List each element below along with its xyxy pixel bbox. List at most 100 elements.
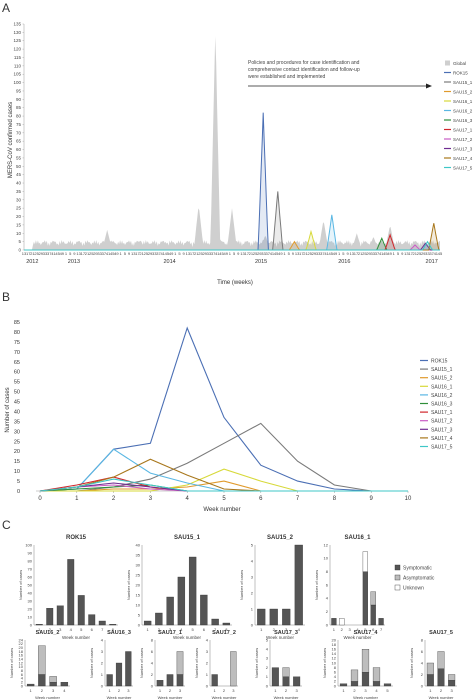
subchart-ytick-label: 20 xyxy=(332,637,337,642)
subchart-xlabel: Week number xyxy=(62,635,90,640)
panel-b-ytick-label: 85 xyxy=(14,320,20,326)
legend-label-sau17-2: SAU17_2 xyxy=(431,419,453,425)
panel-a-xtick-label: 21 xyxy=(30,251,35,256)
subchart-xtick-label: 8 xyxy=(112,627,115,632)
subchart-ytick-label: 0 xyxy=(206,683,209,688)
subchart-title-sau17-5: SAU17_5 xyxy=(429,630,453,636)
panel-a-ytick-label: 105 xyxy=(13,72,21,77)
panel-a-ytick-label: 45 xyxy=(16,172,22,177)
panel-b-ytick-label: 15 xyxy=(14,459,20,465)
panel-a-ytick-label: 5 xyxy=(18,239,21,244)
panel-a-xtick-label: 17 xyxy=(354,251,359,256)
panel-b-ytick-label: 10 xyxy=(14,469,20,475)
panel-a-year-label: 2014 xyxy=(163,259,175,265)
subchart-xtick-label: 3 xyxy=(451,688,454,693)
subchart-ytick-label: 3 xyxy=(251,574,254,579)
panel-a-xtick-label: 21 xyxy=(139,251,144,256)
subchart-title-rok15: ROK15 xyxy=(66,535,87,541)
bar-symptomatic xyxy=(176,674,184,687)
subchart-xtick-label: 2 xyxy=(49,627,52,632)
bar-symptomatic xyxy=(378,618,384,626)
subchart-xtick-label: 1 xyxy=(333,627,336,632)
subchart-ytick-label: 0 xyxy=(30,622,33,627)
panel-a-xtick-label: 45 xyxy=(219,251,224,256)
subchart-ytick-label: 70 xyxy=(28,566,33,571)
subchart-xtick-label: 1 xyxy=(429,688,432,693)
panel-a-xtick-label: 41 xyxy=(270,251,275,256)
subchart-ytick-label: 8 xyxy=(421,637,424,642)
panel-a-ytick-label: 75 xyxy=(16,122,22,127)
bar-symptomatic xyxy=(362,571,368,626)
panel-a-xtick-label: 17 xyxy=(244,251,249,256)
subchart-ytick-label: 80 xyxy=(28,558,33,563)
subchart-xlabel: Week number xyxy=(344,635,372,640)
bar-symptomatic xyxy=(350,681,359,687)
subchart-ytick-label: 6 xyxy=(326,582,329,587)
subchart-ytick-label: 12 xyxy=(332,656,337,661)
bar-symptomatic xyxy=(67,559,75,626)
panel-c-subchart: ROK15 0 10 20 30 40 50 60 70 80 90 100 Number of cas… xyxy=(18,535,118,640)
subchart-ytick-label: 0 xyxy=(21,683,24,688)
bar-asymptomatic xyxy=(49,676,57,683)
subchart-ytick-label: 15 xyxy=(136,592,141,597)
subchart-xtick-label: 1 xyxy=(30,688,33,693)
subchart-xtick-label: 6 xyxy=(203,627,206,632)
panel-b-xlabel: Week number xyxy=(203,507,240,513)
panel-a-year-label: 2016 xyxy=(338,259,350,265)
panel-a-xtick-label: 29 xyxy=(93,251,98,256)
subchart-ylabel: Number of cases xyxy=(254,648,259,678)
panel-a-xtick-label: 13 xyxy=(22,251,27,256)
panel-a-xtick-label: 5 xyxy=(233,251,236,256)
subchart-ytick-label: 18 xyxy=(332,642,337,647)
legend-label-sau17-4: SAU17_4 xyxy=(431,436,453,442)
subchart-xtick-label: 4 xyxy=(375,688,378,693)
subchart-xtick-label: 5 xyxy=(192,627,195,632)
panel-a-xtick-label: 1 xyxy=(174,251,177,256)
legend-label-sau17-3: SAU17_3 xyxy=(453,147,473,152)
panel-a-xtick-label: 17 xyxy=(408,251,413,256)
subchart-ylabel: Number of cases xyxy=(194,648,199,678)
subchart-ytick-label: 60 xyxy=(28,574,33,579)
subchart-ytick-label: 0 xyxy=(266,683,269,688)
subchart-xlabel: Week number xyxy=(173,635,201,640)
subchart-ytick-label: 25 xyxy=(136,572,141,577)
bar-asymptomatic xyxy=(372,667,381,682)
subchart-ytick-label: 14 xyxy=(332,651,337,656)
panel-a-ytick-label: 80 xyxy=(16,114,22,119)
panel-a-xtick-label: 5 xyxy=(178,251,181,256)
panel-a-chart: MERS-CoV confirmed cases Time (weeks) Po… xyxy=(8,22,473,287)
panel-a-xtick-label: 49 xyxy=(114,251,119,256)
subchart-title-sau16-1: SAU16_1 xyxy=(344,535,371,541)
subchart-xtick-label: 1 xyxy=(274,688,277,693)
panel-a-ytick-label: 65 xyxy=(16,139,22,144)
panel-a-ytick-label: 85 xyxy=(16,105,22,110)
subchart-xtick-label: 5 xyxy=(364,627,367,632)
subchart-ytick-label: 3 xyxy=(266,656,269,661)
panel-a-xtick-label: 13 xyxy=(240,251,245,256)
bar-symptomatic xyxy=(56,605,64,626)
series-line-sau17-5 xyxy=(39,478,408,492)
panel-a-year-label: 2013 xyxy=(68,259,80,265)
panel-b-ytick-label: 70 xyxy=(14,350,20,356)
subchart-xtick-label: 3 xyxy=(179,688,182,693)
legend-unknown-label: Unknown xyxy=(403,586,424,592)
panel-a-xtick-label: 37 xyxy=(320,251,325,256)
bar-symptomatic xyxy=(166,674,174,687)
subchart-ytick-label: 4 xyxy=(206,637,209,642)
panel-letter-b: B xyxy=(2,290,10,304)
subchart-ytick-label: 10 xyxy=(136,602,141,607)
subchart-xtick-label: 4 xyxy=(356,627,359,632)
subchart-ytick-label: 90 xyxy=(28,550,33,555)
annotation-line-1: Policies and procedures for case identif… xyxy=(248,60,360,66)
bar-asymptomatic xyxy=(370,591,376,606)
panel-b-ylabel: Number of cases xyxy=(5,387,11,432)
subchart-ytick-label: 50 xyxy=(28,582,33,587)
panel-a-xtick-label: 37 xyxy=(211,251,216,256)
subchart-ytick-label: 1 xyxy=(266,674,269,679)
subchart-ylabel: Number of cases xyxy=(322,648,327,678)
subchart-xtick-label: 4 xyxy=(298,627,301,632)
subchart-ytick-label: 16 xyxy=(19,653,24,658)
panel-a-ytick-label: 10 xyxy=(16,231,22,236)
